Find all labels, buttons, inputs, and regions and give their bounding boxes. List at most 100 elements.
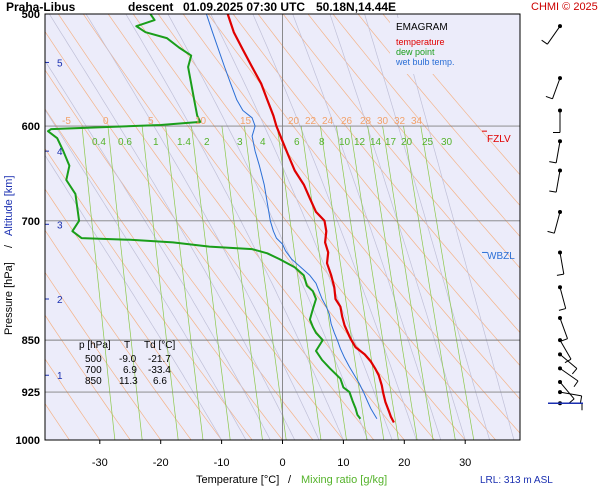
wind-barb-flag xyxy=(549,190,557,193)
wind-barb-dot xyxy=(558,24,562,29)
wind-barb-staff xyxy=(559,317,568,339)
altitude-tick-label: 5 xyxy=(57,58,63,69)
legend-temperature: temperature xyxy=(396,37,445,47)
legend-wet-bulb: wet bulb temp. xyxy=(395,57,455,67)
wind-barb-staff xyxy=(559,252,565,275)
altitude-tick-label: 2 xyxy=(57,295,63,306)
dry-adiabat xyxy=(45,229,192,440)
dry-adiabat xyxy=(257,14,520,334)
wind-barb-staff xyxy=(555,170,561,193)
dry-adiabat xyxy=(282,14,520,301)
series-dew-point xyxy=(47,14,362,420)
dry-adiabat-label: 24 xyxy=(322,116,334,127)
mixing-ratio-line xyxy=(107,126,143,440)
temperature-tick-label: 0 xyxy=(279,457,285,469)
moist-adiabat xyxy=(45,109,247,440)
mixing-ratio-label: 0.4 xyxy=(92,137,106,148)
mixing-ratio-line xyxy=(191,126,231,440)
mixing-ratio-label: 8 xyxy=(319,137,325,148)
x-axis-label-mix: Mixing ratio [g/kg] xyxy=(301,474,387,486)
dry-adiabat-label: 30 xyxy=(377,116,389,127)
wind-barb-staff xyxy=(559,287,567,309)
wind-barb-dot xyxy=(558,250,562,255)
mixing-ratio-line xyxy=(367,126,418,440)
dry-adiabat-label: 28 xyxy=(360,116,372,127)
moist-adiabat xyxy=(45,60,271,440)
dry-adiabat xyxy=(307,14,520,269)
moist-adiabat xyxy=(396,14,515,440)
dry-adiabat xyxy=(45,314,131,440)
wind-barb-staff xyxy=(552,77,561,99)
mixing-ratio-label: 14 xyxy=(370,137,382,148)
moist-adiabat xyxy=(292,14,442,440)
wind-barb-staff xyxy=(555,141,561,163)
wind-barb-dot xyxy=(558,380,562,385)
dry-adiabat-label: -5 xyxy=(62,116,71,127)
mixing-ratio-label: 2 xyxy=(204,137,210,148)
wind-barb-dot xyxy=(558,285,562,290)
temperature-tick-label: 10 xyxy=(337,457,349,469)
wind-barb-flag xyxy=(579,395,583,403)
wind-barb-flag xyxy=(545,95,553,100)
dry-adiabat-label: 20 xyxy=(288,116,300,127)
moist-adiabat xyxy=(167,14,369,440)
pressure-tick-label: 500 xyxy=(22,9,40,21)
moist-adiabat xyxy=(85,14,320,440)
wind-barb-staff xyxy=(559,339,572,360)
mixing-ratio-line xyxy=(382,126,434,440)
wind-barb-staff xyxy=(553,211,561,234)
wind-barb-staff xyxy=(559,367,579,382)
table-row-2-p: 850 xyxy=(85,376,102,387)
mixing-ratio-label: 30 xyxy=(441,137,453,148)
dry-adiabat xyxy=(45,188,222,440)
mixing-ratio-label: 12 xyxy=(354,137,366,148)
fzlv-label: FZLV xyxy=(487,134,511,145)
mixing-ratio-line xyxy=(349,126,399,440)
header-datetime: 01.09.2025 07:30 UTC xyxy=(183,0,305,14)
wind-barb-staff xyxy=(559,391,582,397)
mixing-ratio-line xyxy=(165,126,204,440)
moist-adiabat xyxy=(252,14,417,440)
mixing-ratio-label: 4 xyxy=(260,137,266,148)
x-axis-label-temp: Temperature [°C] xyxy=(196,474,279,486)
dry-adiabat xyxy=(382,14,520,176)
dry-adiabat xyxy=(207,14,520,400)
dry-adiabat xyxy=(45,147,253,440)
altitude-tick-label: 3 xyxy=(57,220,63,231)
moist-adiabat xyxy=(49,14,296,440)
pressure-tick-label: 850 xyxy=(22,335,40,347)
moist-adiabat xyxy=(364,14,490,440)
dry-adiabat xyxy=(157,14,496,440)
table-row-0-t: -9.0 xyxy=(119,354,137,365)
legend-box xyxy=(390,18,480,74)
table-row-1-p: 700 xyxy=(85,365,102,376)
y-axis-label-sep: / xyxy=(3,244,15,248)
table-header-t: T xyxy=(124,340,130,351)
dry-adiabat xyxy=(182,14,520,434)
table-row-2-td: 6.6 xyxy=(153,376,167,387)
wind-barb-flag xyxy=(556,273,564,276)
mixing-ratio-label: 20 xyxy=(401,137,413,148)
legend-dew-point: dew point xyxy=(396,47,435,57)
moist-adiabat xyxy=(329,14,466,440)
mixing-ratio-line xyxy=(320,126,368,440)
wind-barb-flag xyxy=(541,39,548,45)
header-mode: descent xyxy=(128,0,173,14)
wind-barb-flag xyxy=(560,338,568,342)
wind-barb-dot xyxy=(558,390,562,395)
series-temperature xyxy=(226,14,395,424)
mixing-ratio-line xyxy=(141,126,179,440)
mixing-ratio-label: 3 xyxy=(237,137,243,148)
pressure-tick-label: 700 xyxy=(22,216,40,228)
pressure-tick-label: 925 xyxy=(22,387,40,399)
dry-adiabat-label: 22 xyxy=(305,116,317,127)
temperature-tick-label: -20 xyxy=(153,457,169,469)
mixing-ratio-label: 1.4 xyxy=(177,137,191,148)
x-axis-label-sep: / xyxy=(288,474,292,486)
mixing-ratio-line xyxy=(420,126,475,440)
dry-adiabat-label: 15 xyxy=(240,116,252,127)
wind-barb-dot xyxy=(558,108,562,113)
temperature-tick-label: 30 xyxy=(459,457,471,469)
dry-adiabat xyxy=(45,69,314,440)
